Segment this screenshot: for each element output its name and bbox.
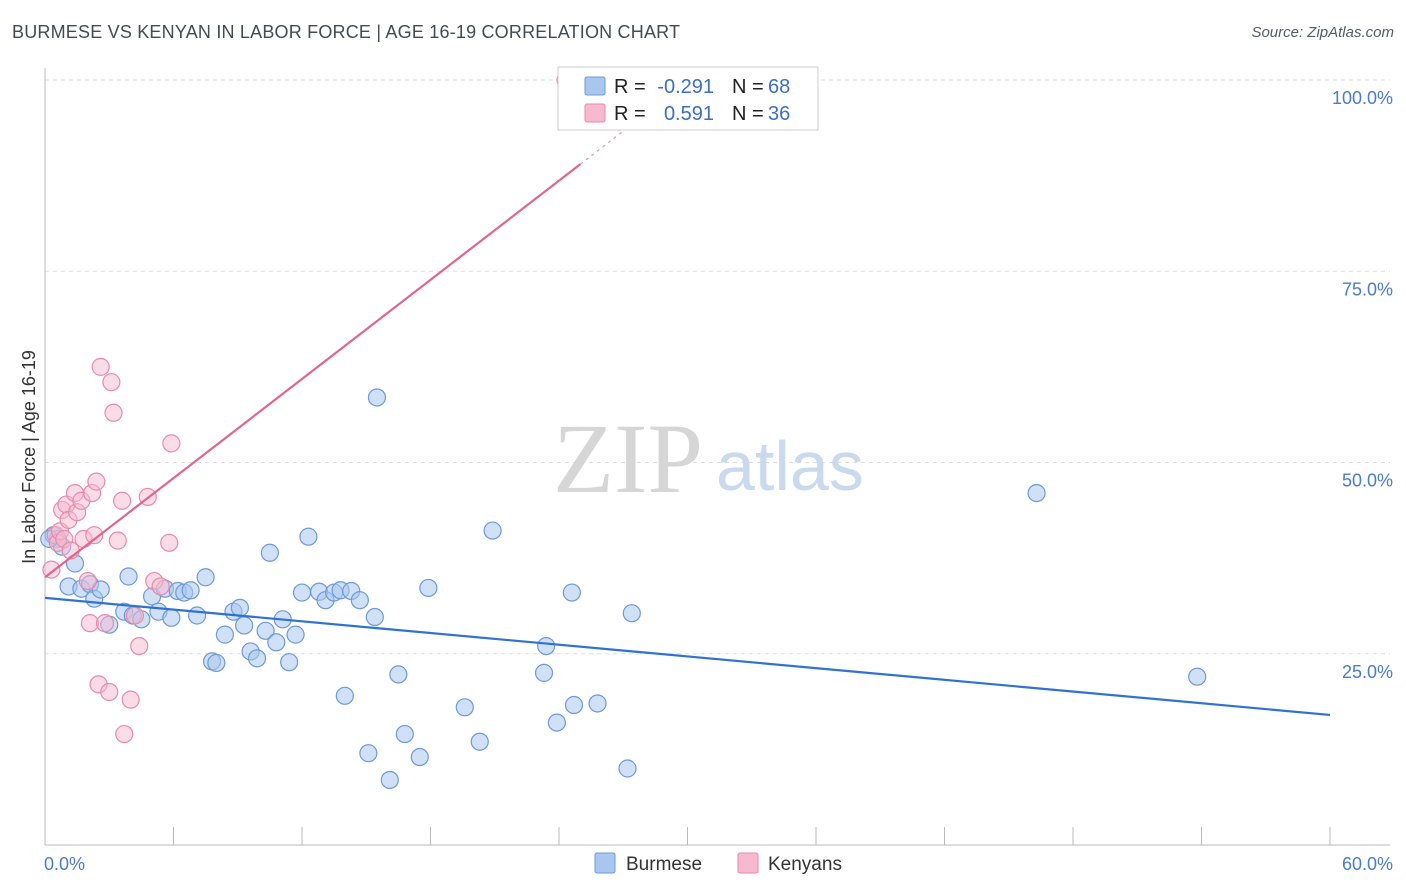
kenyan-point-16 — [85, 526, 104, 545]
legend-n-value-kenyan: 36 — [768, 103, 790, 125]
burmese-point-54 — [455, 698, 474, 717]
kenyan-point-24 — [108, 531, 127, 550]
burmese-point-27 — [230, 598, 249, 617]
watermark-zip: ZIP — [553, 403, 703, 514]
burmese-point-30 — [247, 649, 267, 668]
burmese-point-17 — [162, 608, 181, 627]
burmese-point-8 — [91, 580, 110, 599]
kenyan-point-28 — [125, 606, 145, 625]
legend-swatch-kenyan — [584, 103, 606, 123]
kenyan-point-20 — [95, 614, 115, 633]
x-tick-label-1: 60.0% — [1342, 854, 1393, 874]
burmese-point-44 — [350, 591, 369, 610]
burmese-point-66 — [1188, 667, 1207, 686]
burmese-point-47 — [380, 770, 399, 790]
burmese-point-32 — [260, 543, 279, 562]
burmese-point-38 — [299, 527, 318, 546]
series-legend-label-burmese: Burmese — [626, 854, 702, 875]
source-credit: Source: ZipAtlas.com — [1251, 24, 1394, 41]
x-tick-label-0: 0.0% — [44, 854, 85, 874]
watermark: ZIP atlas — [553, 403, 864, 514]
kenyan-point-19 — [91, 357, 110, 376]
kenyan-trend-line — [44, 163, 582, 579]
burmese-point-28 — [235, 616, 254, 635]
kenyan-point-32 — [151, 577, 170, 596]
kenyan-point-29 — [130, 636, 149, 656]
legend-r-value-burmese: -0.291 — [657, 76, 714, 98]
burmese-trend-line — [44, 596, 1331, 717]
burmese-point-61 — [564, 695, 584, 715]
legend-r-label-burmese: R = — [614, 76, 646, 98]
series-legend-swatch-burmese — [594, 852, 616, 874]
burmese-point-50 — [395, 724, 414, 744]
burmese-point-21 — [187, 606, 207, 625]
y-tick-label-3: 100.0% — [1332, 88, 1393, 108]
legend-n-label-burmese: N = — [732, 76, 764, 98]
burmese-point-59 — [547, 713, 566, 732]
kenyan-point-25 — [112, 491, 132, 510]
burmese-point-56 — [483, 521, 502, 540]
kenyan-point-13 — [78, 571, 97, 591]
burmese-point-49 — [389, 665, 408, 684]
watermark-atlas: atlas — [716, 427, 864, 505]
burmese-point-24 — [207, 653, 226, 673]
burmese-point-25 — [215, 625, 234, 644]
kenyan-point-23 — [104, 403, 123, 422]
burmese-point-33 — [267, 633, 286, 652]
kenyan-point-22 — [102, 373, 121, 392]
y-tick-label-0: 25.0% — [1342, 662, 1393, 682]
burmese-point-48 — [367, 388, 387, 407]
kenyan-points — [42, 70, 575, 744]
chart-title: BURMESE VS KENYAN IN LABOR FORCE | AGE 1… — [12, 22, 681, 42]
burmese-point-62 — [588, 694, 607, 713]
burmese-point-22 — [196, 568, 215, 587]
legend-n-label-kenyan: N = — [732, 103, 764, 125]
burmese-point-64 — [622, 604, 641, 623]
series-legend-swatch-kenyan — [737, 852, 759, 874]
burmese-point-60 — [562, 583, 581, 602]
legend-n-value-burmese: 68 — [768, 76, 790, 98]
kenyan-point-21 — [100, 682, 119, 702]
burmese-point-45 — [365, 607, 384, 627]
y-axis-label: In Labor Force | Age 16-19 — [19, 350, 39, 564]
burmese-point-51 — [410, 747, 429, 767]
burmese-point-36 — [286, 625, 305, 644]
grid-lines — [45, 79, 1390, 655]
kenyan-trend-extension — [580, 127, 628, 165]
x-tick-labels: 0.0% 60.0% — [44, 854, 1393, 874]
y-tick-labels: 25.0% 50.0% 75.0% 100.0% — [1332, 88, 1393, 682]
kenyan-point-33 — [160, 533, 179, 552]
burmese-point-35 — [280, 653, 299, 672]
burmese-point-65 — [1027, 484, 1046, 503]
kenyan-point-0 — [42, 560, 61, 579]
kenyan-point-17 — [87, 472, 106, 491]
burmese-point-55 — [470, 732, 489, 751]
kenyan-point-26 — [115, 724, 134, 744]
kenyan-point-27 — [121, 690, 140, 709]
burmese-point-46 — [359, 744, 378, 763]
burmese-point-58 — [534, 663, 554, 682]
legend-swatch-burmese — [584, 76, 606, 96]
burmese-point-53 — [335, 686, 354, 705]
series-legend-label-kenyan: Kenyans — [768, 854, 842, 875]
legend-r-label-kenyan: R = — [614, 103, 646, 125]
y-tick-label-1: 50.0% — [1342, 471, 1393, 491]
legend-r-value-kenyan: 0.591 — [664, 103, 714, 125]
burmese-point-63 — [618, 759, 637, 778]
burmese-point-52 — [419, 578, 438, 598]
correlation-legend: R = -0.291 N = 68 R = 0.591 N = 36 — [557, 66, 819, 131]
axes — [44, 68, 1390, 846]
y-tick-label-2: 75.0% — [1342, 279, 1393, 299]
burmese-point-11 — [119, 567, 138, 586]
burmese-point-20 — [181, 581, 200, 600]
kenyan-point-34 — [162, 434, 181, 453]
series-legend: Burmese Kenyans — [594, 852, 842, 875]
burmese-point-57 — [537, 636, 556, 656]
trend-lines — [44, 127, 1331, 717]
burmese-point-31 — [256, 621, 275, 640]
burmese-point-37 — [292, 583, 312, 602]
